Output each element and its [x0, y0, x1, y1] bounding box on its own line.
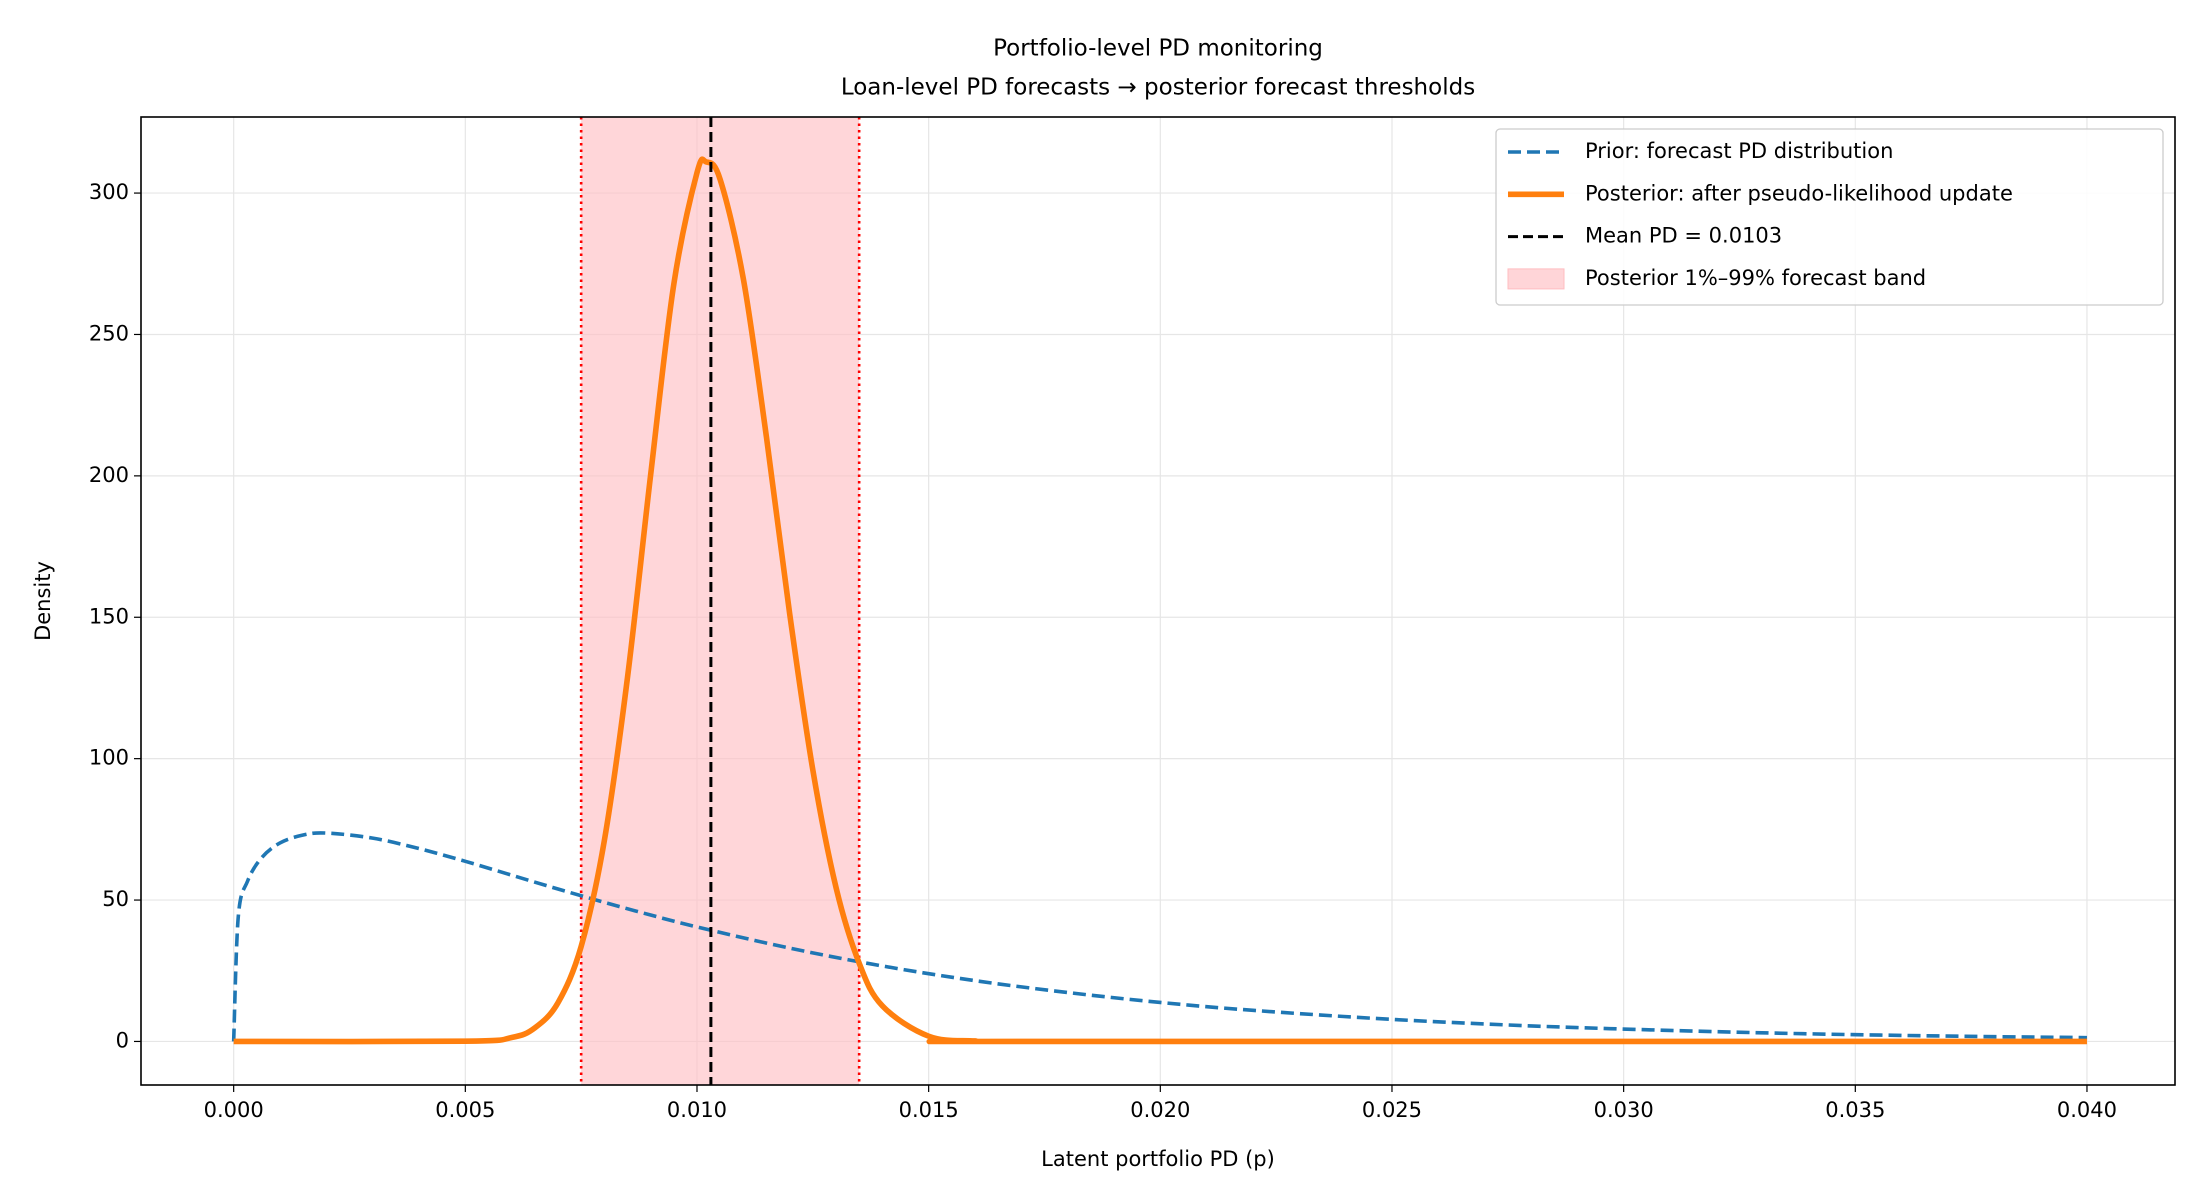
y-tick-label: 200 — [89, 463, 129, 487]
legend-label: Posterior: after pseudo-likelihood updat… — [1585, 181, 2013, 205]
legend-label: Mean PD = 0.0103 — [1585, 224, 1782, 248]
x-tick-label: 0.010 — [667, 1098, 727, 1122]
y-axis-label: Density — [31, 561, 55, 641]
x-tick-label: 0.005 — [435, 1098, 495, 1122]
x-tick-label: 0.025 — [1362, 1098, 1422, 1122]
series-line — [231, 831, 2087, 1042]
legend-box — [1495, 128, 2164, 306]
x-axis-label: Latent portfolio PD (p) — [1041, 1147, 1275, 1171]
axes-frame — [140, 116, 2176, 1086]
x-tick-label: 0.040 — [2057, 1098, 2117, 1122]
x-tick-label: 0.035 — [1825, 1098, 1885, 1122]
y-tick-label: 50 — [102, 887, 129, 911]
chart-subtitle: Loan-level PD forecasts → posterior fore… — [841, 75, 1475, 101]
legend-label: Posterior 1%–99% forecast band — [1585, 266, 1926, 290]
x-tick-label: 0.030 — [1594, 1098, 1654, 1122]
legend-swatch — [1507, 268, 1565, 290]
y-tick-label: 150 — [89, 604, 129, 628]
y-tick-label: 300 — [89, 180, 129, 204]
x-tick-label: 0.015 — [899, 1098, 959, 1122]
series-line — [233, 156, 2087, 1045]
x-tick-label: 0.000 — [204, 1098, 264, 1122]
chart-title: Portfolio-level PD monitoring — [993, 36, 1323, 62]
y-tick-label: 100 — [89, 746, 129, 770]
plot-area — [231, 117, 2087, 1085]
x-tick-label: 0.020 — [1130, 1098, 1190, 1122]
y-tick-label: 250 — [89, 321, 129, 345]
y-tick-label: 0 — [116, 1028, 129, 1052]
forecast-band — [581, 117, 860, 1085]
legend-label: Prior: forecast PD distribution — [1585, 139, 1893, 163]
